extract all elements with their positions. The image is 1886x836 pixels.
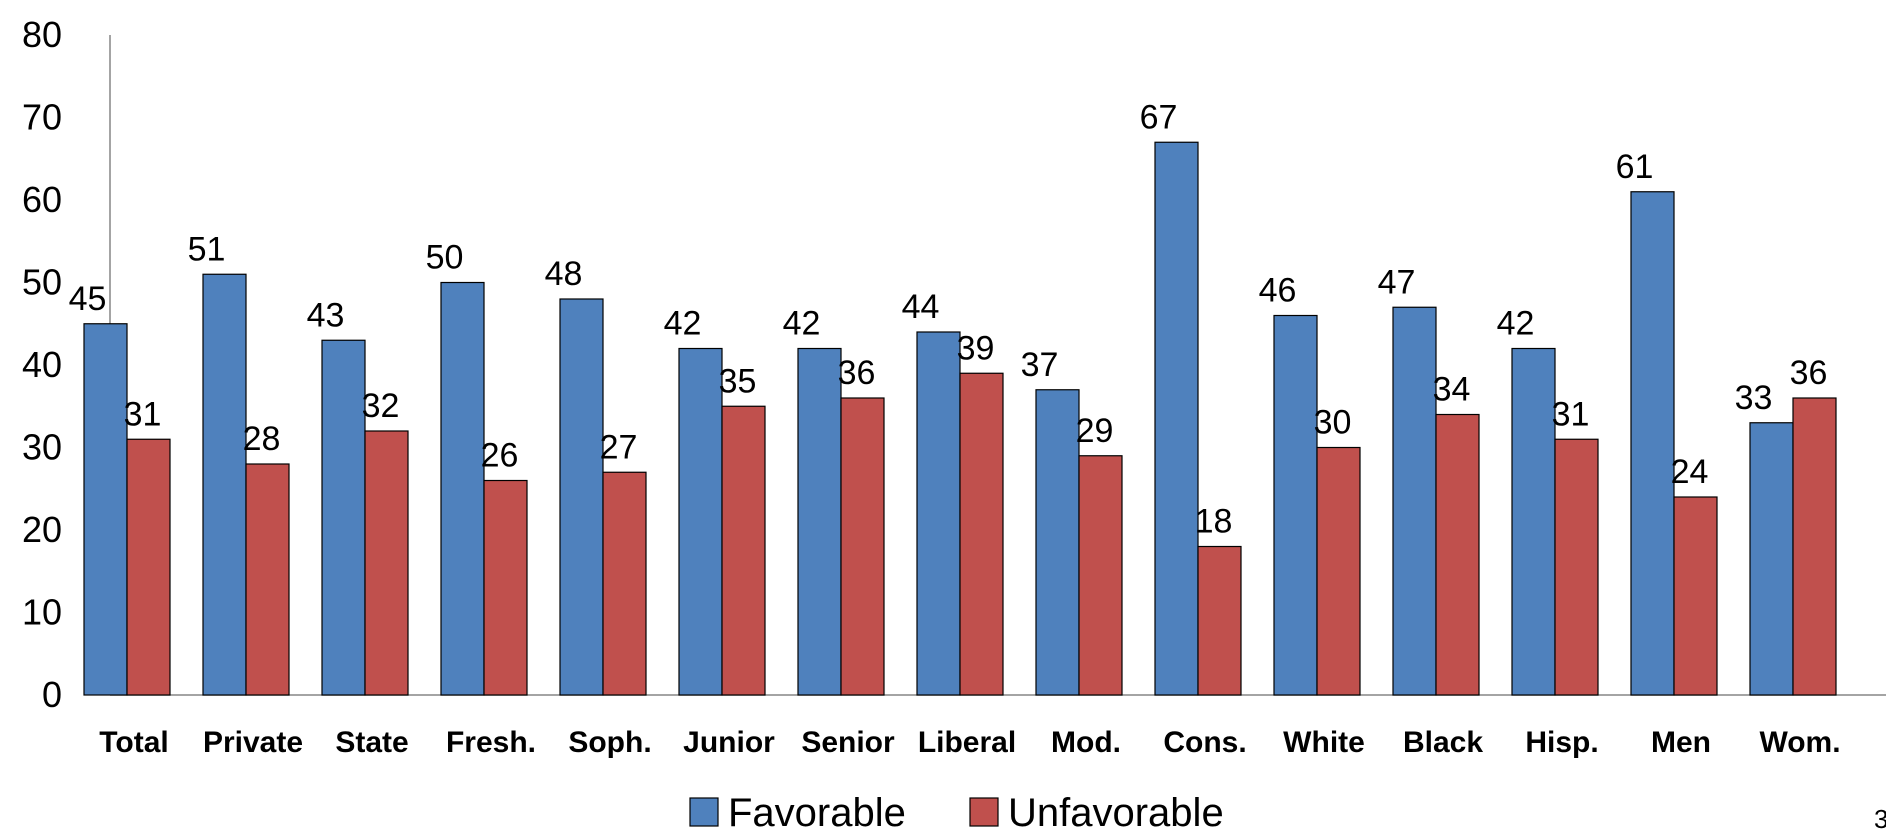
- data-label-favorable: 42: [1497, 305, 1535, 343]
- bars: [83, 141, 1837, 696]
- data-label-unfavorable: 39: [957, 329, 995, 367]
- category-label: Liberal: [918, 726, 1016, 759]
- bar-unfavorable: [959, 372, 1004, 696]
- bar-unfavorable: [1554, 438, 1599, 696]
- y-tick-label: 80: [22, 14, 62, 55]
- y-tick-label: 40: [22, 344, 62, 385]
- y-tick-label: 20: [22, 509, 62, 550]
- bar-favorable: [1630, 191, 1675, 696]
- data-label-unfavorable: 35: [719, 362, 757, 400]
- data-label-favorable: 46: [1259, 272, 1297, 310]
- data-label-unfavorable: 24: [1671, 453, 1709, 491]
- legend-swatch-unfavorable: [969, 797, 999, 827]
- legend: Favorable Unfavorable: [689, 791, 1224, 835]
- legend-label-favorable: Favorable: [728, 791, 906, 835]
- bar-unfavorable: [245, 463, 290, 696]
- data-label-unfavorable: 31: [1552, 395, 1590, 433]
- y-tick-label: 60: [22, 179, 62, 220]
- y-tick-label: 50: [22, 262, 62, 303]
- bar-unfavorable: [1435, 413, 1480, 696]
- category-label: State: [335, 726, 408, 759]
- legend-label-unfavorable: Unfavorable: [1008, 791, 1224, 835]
- page-number: 34: [1874, 804, 1886, 834]
- category-label: Hisp.: [1525, 726, 1598, 759]
- data-label-unfavorable: 27: [600, 428, 638, 466]
- data-label-unfavorable: 36: [1790, 354, 1828, 392]
- data-label-unfavorable: 28: [243, 420, 281, 458]
- y-axis-ticks: 0 10 20 30 40 50 60 70 80: [22, 14, 62, 715]
- category-label: Cons.: [1163, 726, 1246, 759]
- category-label: Total: [99, 726, 168, 759]
- bar-unfavorable: [483, 479, 528, 696]
- bar-favorable: [1749, 422, 1794, 696]
- data-label-favorable: 44: [902, 288, 940, 326]
- bar-favorable: [1511, 347, 1556, 696]
- bar-favorable: [1273, 314, 1318, 696]
- bar-unfavorable: [1197, 545, 1242, 696]
- bar-unfavorable: [840, 397, 885, 696]
- data-label-unfavorable: 36: [838, 354, 876, 392]
- bar-unfavorable: [1316, 446, 1361, 696]
- bar-unfavorable: [1673, 496, 1718, 696]
- data-label-favorable: 50: [426, 239, 464, 277]
- bar-unfavorable: [1078, 455, 1123, 696]
- category-label: Black: [1403, 726, 1483, 759]
- data-label-favorable: 61: [1616, 148, 1654, 186]
- data-label-favorable: 48: [545, 255, 583, 293]
- data-label-favorable: 45: [69, 280, 107, 318]
- bar-unfavorable: [721, 405, 766, 696]
- y-tick-label: 30: [22, 427, 62, 468]
- data-label-favorable: 33: [1735, 379, 1773, 417]
- category-label: Mod.: [1051, 726, 1121, 759]
- data-label-unfavorable: 31: [124, 395, 162, 433]
- data-label-favorable: 51: [188, 230, 226, 268]
- category-label: Soph.: [568, 726, 651, 759]
- data-label-favorable: 67: [1140, 98, 1178, 136]
- category-label: White: [1283, 726, 1365, 759]
- bar-favorable: [916, 331, 961, 696]
- data-label-unfavorable: 29: [1076, 412, 1114, 450]
- data-label-unfavorable: 18: [1195, 503, 1233, 541]
- legend-swatch-favorable: [689, 797, 719, 827]
- y-tick-label: 70: [22, 97, 62, 138]
- data-label-favorable: 43: [307, 296, 345, 334]
- data-label-favorable: 37: [1021, 346, 1059, 384]
- category-label: Junior: [683, 726, 775, 759]
- data-label-favorable: 47: [1378, 263, 1416, 301]
- bar-favorable: [797, 347, 842, 696]
- data-labels: 45 31 51 28 43 32 50 26 48 27 42 35 42 36 44 39 37 29 67 18…: [69, 98, 1828, 540]
- x-axis-categories: Total Private State Fresh. Soph. Junior Senior…: [99, 726, 1840, 759]
- bar-unfavorable: [126, 438, 171, 696]
- data-label-unfavorable: 34: [1433, 371, 1471, 409]
- category-label: Private: [203, 726, 303, 759]
- bar-unfavorable: [602, 471, 647, 696]
- y-tick-label: 0: [42, 674, 62, 715]
- bar-favorable: [440, 281, 485, 696]
- bar-favorable: [559, 298, 604, 696]
- bar-unfavorable: [1792, 397, 1837, 696]
- category-label: Wom.: [1759, 726, 1840, 759]
- data-label-unfavorable: 26: [481, 437, 519, 475]
- category-label: Men: [1651, 726, 1711, 759]
- data-label-unfavorable: 32: [362, 387, 400, 425]
- y-tick-label: 10: [22, 592, 62, 633]
- data-label-favorable: 42: [664, 305, 702, 343]
- bar-favorable: [83, 323, 128, 696]
- bar-unfavorable: [364, 430, 409, 696]
- data-label-favorable: 42: [783, 305, 821, 343]
- category-label: Senior: [801, 726, 895, 759]
- data-label-unfavorable: 30: [1314, 404, 1352, 442]
- category-label: Fresh.: [446, 726, 536, 759]
- bar-favorable: [1392, 306, 1437, 696]
- bar-favorable: [678, 347, 723, 696]
- bar-favorable: [202, 273, 247, 696]
- bar-favorable: [1154, 141, 1199, 696]
- bar-favorable: [321, 339, 366, 696]
- bar-favorable: [1035, 389, 1080, 696]
